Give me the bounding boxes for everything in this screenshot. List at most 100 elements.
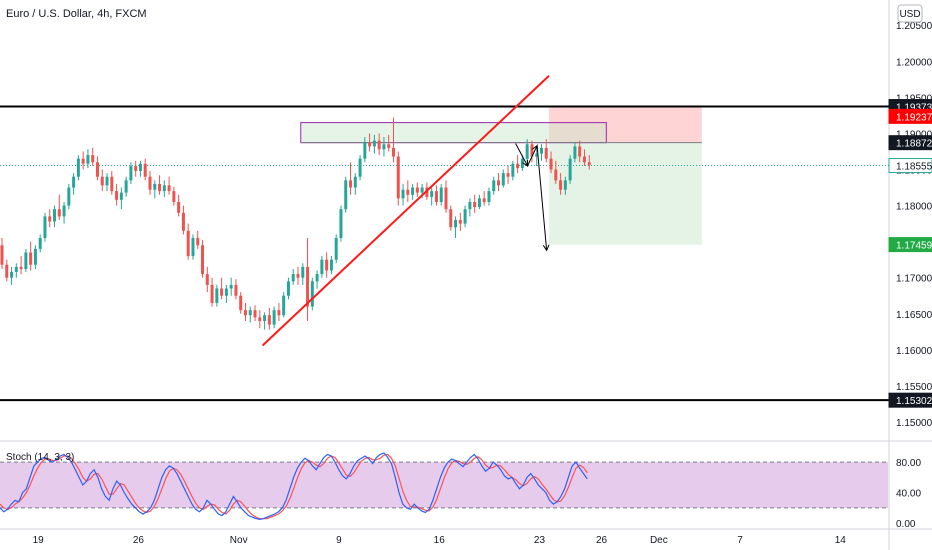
price-tag[interactable] [888,237,932,253]
candle[interactable] [539,147,543,154]
candle[interactable] [310,281,314,307]
stop-loss-zone[interactable] [549,105,702,143]
candle[interactable] [248,310,252,316]
candle[interactable] [315,274,319,282]
candle[interactable] [10,271,14,278]
candle[interactable] [320,259,324,275]
candle[interactable] [535,153,539,157]
candle[interactable] [201,245,205,275]
candle[interactable] [339,209,343,239]
candle[interactable] [239,295,243,311]
candle[interactable] [530,144,534,157]
candle[interactable] [115,191,119,200]
candle[interactable] [181,212,185,231]
candle[interactable] [215,288,219,303]
candle[interactable] [38,238,42,249]
candle[interactable] [138,163,142,171]
candle[interactable] [406,189,410,195]
trendline[interactable] [261,75,550,347]
candle[interactable] [468,201,472,210]
candle[interactable] [544,147,548,159]
candle[interactable] [420,187,424,193]
candle[interactable] [387,144,391,148]
candle[interactable] [430,191,434,197]
candle[interactable] [191,238,195,257]
candle[interactable] [458,220,462,224]
candle[interactable] [396,156,400,199]
price-axis[interactable]: 1.205001.200001.195001.190001.185001.180… [888,0,932,550]
candle[interactable] [329,259,333,271]
candle[interactable] [516,163,520,169]
stochastic-pane[interactable] [0,452,888,520]
projection-path[interactable] [515,143,548,251]
candle[interactable] [391,147,395,157]
candle[interactable] [19,266,23,270]
candle[interactable] [520,158,524,169]
price-tag[interactable] [888,392,932,408]
candle[interactable] [549,158,553,170]
candle[interactable] [434,191,438,202]
candle[interactable] [267,315,271,325]
candle[interactable] [506,173,510,177]
candle[interactable] [449,209,453,228]
supply-zone-box[interactable] [300,122,607,144]
candle[interactable] [234,284,238,296]
currency-button-label[interactable]: USD [899,9,920,20]
candle[interactable] [401,189,405,199]
candle[interactable] [81,158,85,164]
candle[interactable] [497,180,501,186]
candle[interactable] [24,252,28,270]
candle[interactable] [29,252,33,265]
candle[interactable] [501,173,505,186]
candle[interactable] [349,180,353,188]
candle[interactable] [172,191,176,202]
candle[interactable] [306,266,310,307]
candle[interactable] [153,183,157,190]
candle[interactable] [158,183,162,192]
candle[interactable] [277,310,281,316]
candle[interactable] [110,176,114,192]
candle[interactable] [363,142,367,159]
candle[interactable] [582,156,586,163]
candle[interactable] [272,310,276,325]
candle[interactable] [57,209,61,217]
candle[interactable] [67,187,71,206]
candle[interactable] [282,295,286,316]
candle[interactable] [439,187,443,202]
stochastic-k-line[interactable] [0,452,588,520]
candle[interactable] [105,176,109,186]
price-pane[interactable] [0,75,932,530]
candle[interactable] [377,140,381,150]
candle[interactable] [76,158,80,177]
candle[interactable] [196,238,200,246]
candle[interactable] [86,155,90,164]
candle[interactable] [43,216,47,239]
candle[interactable] [487,191,491,202]
candle[interactable] [177,201,181,213]
candle[interactable] [220,288,224,296]
candle[interactable] [129,165,133,181]
candle[interactable] [492,180,496,192]
candle[interactable] [296,274,300,278]
candle[interactable] [473,201,477,208]
candle[interactable] [411,187,415,195]
candle[interactable] [100,176,104,186]
candle[interactable] [0,245,4,265]
candle[interactable] [5,264,9,278]
candle[interactable] [14,266,18,272]
candle[interactable] [525,144,529,159]
candle[interactable] [186,230,190,257]
candle[interactable] [210,284,214,303]
candle[interactable] [444,187,448,210]
candle[interactable] [258,317,262,321]
candle[interactable] [372,140,376,147]
price-tag[interactable] [888,108,932,124]
candle[interactable] [95,162,99,177]
candle[interactable] [425,187,429,197]
candle[interactable] [578,146,582,157]
currency-button-frame[interactable] [897,4,923,23]
candle[interactable] [229,284,233,289]
candle[interactable] [353,176,357,188]
candle[interactable] [243,310,247,316]
